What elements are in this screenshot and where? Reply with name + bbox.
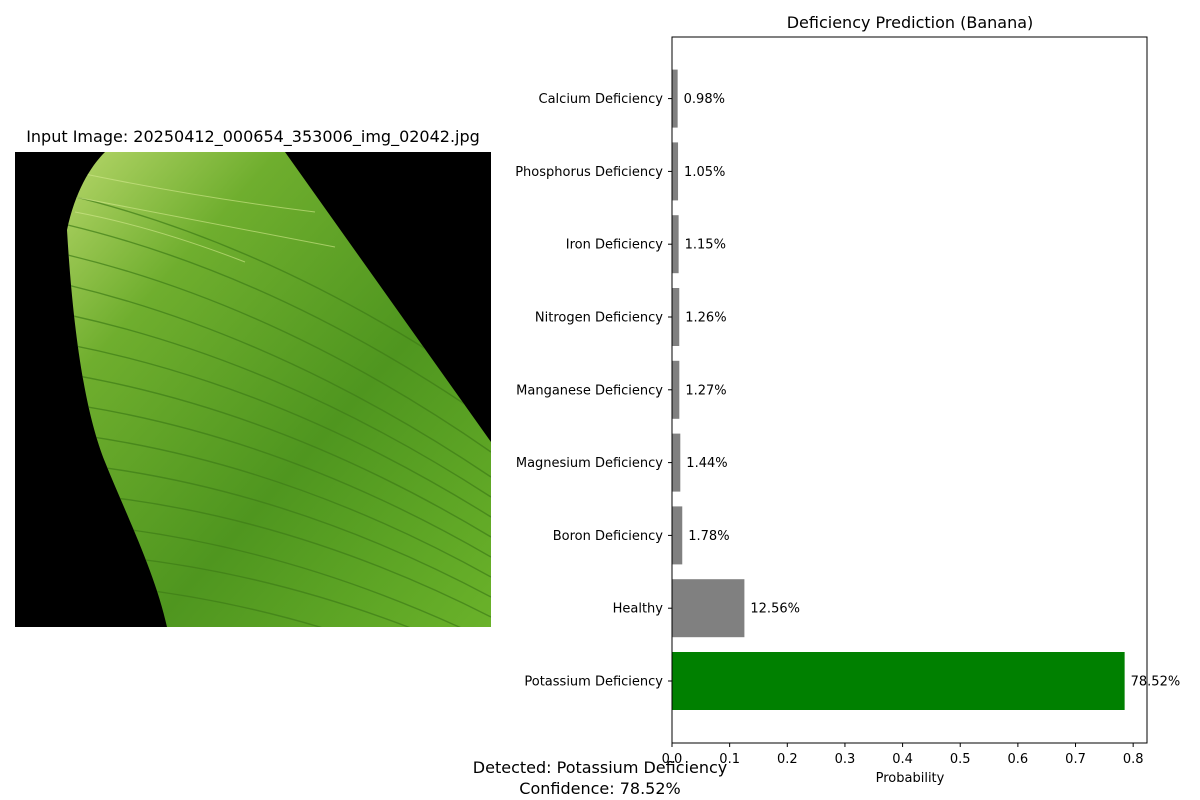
x-tick-label: 0.8 (1123, 752, 1144, 767)
bar-value-label: 1.05% (684, 165, 725, 180)
y-tick-label: Potassium Deficiency (524, 675, 663, 690)
y-tick-label: Phosphorus Deficiency (515, 165, 663, 180)
y-tick-label: Magnesium Deficiency (516, 456, 663, 471)
x-tick-label: 0.5 (950, 752, 971, 767)
banana-leaf-image (15, 152, 491, 627)
x-axis-label: Probability (876, 771, 945, 786)
bar (672, 288, 680, 346)
x-tick-label: 0.2 (777, 752, 798, 767)
y-tick-label: Boron Deficiency (553, 529, 664, 544)
x-tick-label: 0.0 (662, 752, 683, 767)
bars-layer (672, 69, 1125, 710)
x-tick-label: 0.7 (1065, 752, 1086, 767)
bar-value-label: 78.52% (1131, 675, 1181, 690)
bar-value-label: 1.26% (685, 311, 726, 326)
axes-layer: Potassium Deficiency Healthy Boron Deficie… (515, 36, 1148, 767)
confidence-result: Confidence: 78.52% (519, 779, 681, 798)
bar (672, 215, 679, 274)
leaf-photo (15, 152, 491, 627)
bar (672, 69, 678, 128)
bar-value-label: 12.56% (750, 602, 800, 617)
bar-value-label: 0.98% (684, 92, 725, 107)
y-tick-label: Calcium Deficiency (539, 92, 664, 107)
y-tick-label: Healthy (613, 602, 664, 617)
bar (672, 579, 745, 638)
chart-title: Deficiency Prediction (Banana) (787, 13, 1034, 32)
bar-value-label: 1.15% (685, 238, 726, 253)
plot-frame (671, 36, 1148, 744)
bar (672, 360, 680, 419)
bar (672, 652, 1125, 710)
x-tick-label: 0.4 (892, 752, 913, 767)
detected-result: Detected: Potassium Deficiency (472, 758, 728, 777)
y-tick-label: Nitrogen Deficiency (535, 311, 663, 326)
bar (672, 433, 681, 492)
x-tick-label: 0.6 (1008, 752, 1029, 767)
input-image-title: Input Image: 20250412_000654_353006_img_… (26, 127, 480, 146)
y-tick-label: Manganese Deficiency (516, 383, 663, 398)
bar (672, 506, 683, 565)
y-tick-label: Iron Deficiency (566, 238, 664, 253)
x-tick-label: 0.1 (719, 752, 740, 767)
labels-layer: 78.52% 12.56% 1.78% 1.44% 1.27% 1.26% 1.15% 1.0… (684, 92, 1181, 689)
bar-value-label: 1.78% (688, 529, 729, 544)
bar-value-label: 1.27% (685, 383, 726, 398)
x-tick-label: 0.3 (835, 752, 856, 767)
bar (672, 142, 679, 201)
bar-value-label: 1.44% (686, 456, 727, 471)
